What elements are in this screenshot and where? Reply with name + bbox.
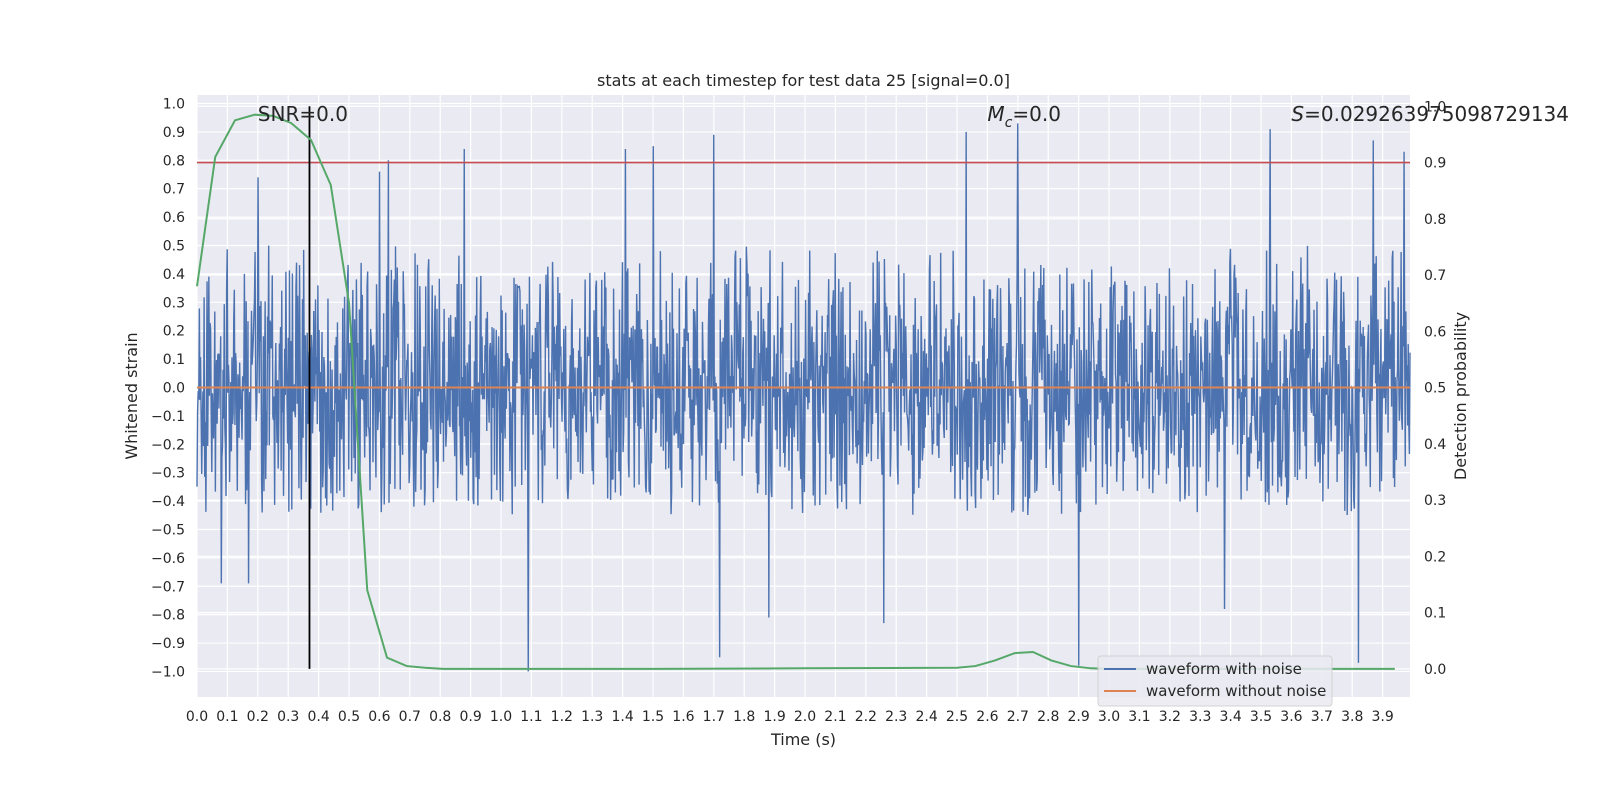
x-tick-label: 3.5	[1250, 709, 1272, 725]
y-right-tick-label: 0.5	[1424, 381, 1446, 397]
x-tick-label: 0.3	[277, 709, 299, 725]
x-tick-label: 2.1	[824, 709, 846, 725]
y-tick-label: −0.9	[151, 636, 185, 652]
s-symbol: S	[1291, 102, 1304, 126]
x-tick-label: 0.9	[459, 709, 481, 725]
x-tick-label: 0.7	[399, 709, 421, 725]
x-tick-label: 2.3	[885, 709, 907, 725]
ticks: 0.0 0.1 0.2 0.3 0.4 0.5 0.6 0.7 0.8 0.9 1.0 1.1 1.2 1…	[151, 97, 1446, 725]
y-tick-label: 0.4	[163, 267, 185, 283]
x-tick-label: 0.2	[247, 709, 269, 725]
waveform-with-noise-line	[196, 123, 1411, 672]
overlays	[196, 106, 1410, 670]
mc-value: =0.0	[1012, 102, 1061, 126]
y-tick-label: −0.6	[151, 551, 185, 567]
mc-symbol: M	[987, 102, 1004, 126]
x-tick-label: 2.7	[1007, 709, 1029, 725]
legend-entry-noise: waveform with noise	[1146, 660, 1302, 678]
x-tick-label: 3.7	[1311, 709, 1333, 725]
y-tick-label: −0.5	[151, 522, 185, 538]
y-axis-label: Whitened strain	[122, 332, 141, 459]
snr-annotation: SNR=0.0	[258, 102, 348, 126]
x-tick-label: 1.0	[490, 709, 512, 725]
y-right-tick-label: 0.0	[1424, 662, 1446, 678]
x-tick-label: 2.8	[1037, 709, 1059, 725]
x-tick-label: 3.1	[1128, 709, 1150, 725]
y-right-tick-label: 0.9	[1424, 156, 1446, 172]
mc-annotation: Mc=0.0	[987, 102, 1061, 131]
detection-probability-line	[196, 113, 1395, 670]
y-right-tick-label: 0.4	[1424, 437, 1446, 453]
y-tick-label: 0.0	[163, 380, 185, 396]
x-tick-label: 3.8	[1341, 709, 1363, 725]
x-tick-label: 3.4	[1220, 709, 1242, 725]
x-tick-label: 0.4	[307, 709, 329, 725]
x-tick-label: 3.6	[1280, 709, 1302, 725]
y-tick-label: 1.0	[163, 97, 185, 113]
s-annotation: S=0.029263975098729134	[1291, 102, 1569, 126]
legend-box	[1097, 655, 1333, 707]
y-right-tick-label: 0.8	[1424, 212, 1446, 228]
x-tick-label: 2.5	[946, 709, 968, 725]
x-tick-label: 1.4	[611, 709, 633, 725]
x-tick-label: 1.7	[703, 709, 725, 725]
x-tick-label: 3.0	[1098, 709, 1120, 725]
y-right-tick-label: 0.7	[1424, 268, 1446, 284]
x-tick-label: 2.2	[855, 709, 877, 725]
x-tick-label: 1.3	[581, 709, 603, 725]
y-tick-label: −0.7	[151, 579, 185, 595]
y-tick-label: −0.4	[151, 494, 185, 510]
y-tick-label: 0.9	[163, 125, 185, 141]
y-right-tick-label: 0.3	[1424, 493, 1446, 509]
y-tick-label: −0.2	[151, 437, 185, 453]
mc-subscript: c	[1005, 115, 1013, 131]
waveform-with-noise-series	[196, 123, 1411, 672]
x-tick-label: 1.9	[763, 709, 785, 725]
y-tick-label: −1.0	[151, 664, 185, 680]
y-tick-label: −0.8	[151, 608, 185, 624]
s-value: =0.029263975098729134	[1304, 102, 1569, 126]
y-right-tick-label: 0.2	[1424, 549, 1446, 565]
x-tick-label: 0.8	[429, 709, 451, 725]
x-tick-label: 2.4	[915, 709, 937, 725]
chart-title: stats at each timestep for test data 25 …	[597, 71, 1010, 90]
x-tick-label: 3.2	[1159, 709, 1181, 725]
y-right-tick-label: 0.6	[1424, 324, 1446, 340]
x-tick-label: 0.0	[186, 709, 208, 725]
x-tick-label: 1.2	[551, 709, 573, 725]
legend-entry-clean: waveform without noise	[1146, 682, 1326, 700]
y-tick-label: 0.1	[163, 352, 185, 368]
x-tick-label: 2.9	[1067, 709, 1089, 725]
y-tick-label: 0.2	[163, 324, 185, 340]
y-tick-label: 0.3	[163, 295, 185, 311]
y-tick-label: 0.8	[163, 153, 185, 169]
x-tick-label: 1.8	[733, 709, 755, 725]
y-right-tick-label: 1.0	[1424, 99, 1446, 115]
x-tick-label: 2.6	[976, 709, 998, 725]
x-axis-label: Time (s)	[770, 730, 836, 749]
y-right-tick-label: 0.1	[1424, 606, 1446, 622]
x-tick-label: 0.5	[338, 709, 360, 725]
legend: waveform with noise waveform without noi…	[1097, 655, 1333, 707]
y-tick-label: 0.7	[163, 182, 185, 198]
x-tick-label: 0.1	[216, 709, 238, 725]
x-tick-label: 1.1	[520, 709, 542, 725]
y-tick-label: 0.5	[163, 239, 185, 255]
x-tick-label: 1.6	[672, 709, 694, 725]
x-tick-label: 1.5	[642, 709, 664, 725]
y-tick-label: −0.3	[151, 466, 185, 482]
y-tick-label: 0.6	[163, 210, 185, 226]
x-tick-label: 3.3	[1189, 709, 1211, 725]
x-tick-label: 3.9	[1372, 709, 1394, 725]
y-axis-right-label: Detection probability	[1451, 312, 1470, 480]
x-tick-label: 0.6	[368, 709, 390, 725]
y-tick-label: −0.1	[151, 409, 185, 425]
x-tick-label: 2.0	[794, 709, 816, 725]
